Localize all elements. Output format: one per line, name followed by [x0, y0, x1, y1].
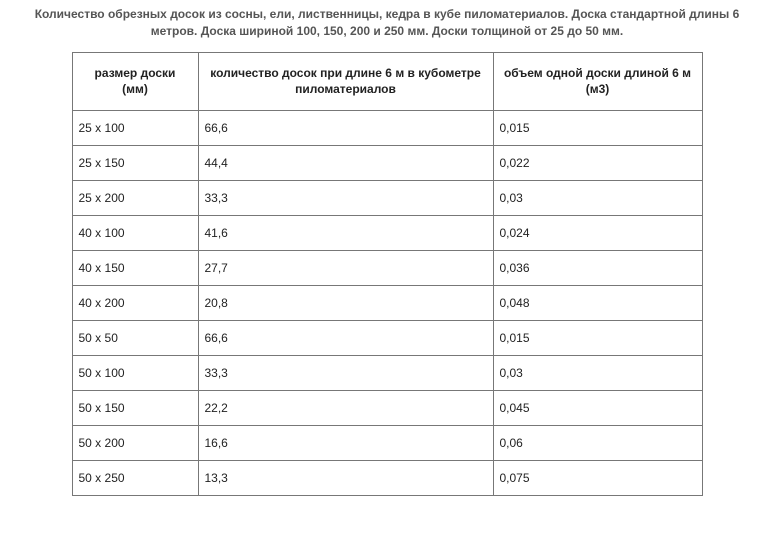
col-header-count: количество досок при длине 6 м в кубомет…: [198, 52, 493, 111]
cell-volume: 0,036: [493, 251, 702, 286]
lumber-table: размер доски (мм) количество досок при д…: [72, 52, 703, 497]
cell-count: 66,6: [198, 321, 493, 356]
table-caption: Количество обрезных досок из сосны, ели,…: [0, 0, 774, 52]
table-row: 50 х 100 33,3 0,03: [72, 356, 702, 391]
cell-size: 25 х 200: [72, 181, 198, 216]
table-body: 25 х 100 66,6 0,015 25 х 150 44,4 0,022 …: [72, 111, 702, 496]
cell-count: 13,3: [198, 461, 493, 496]
cell-volume: 0,048: [493, 286, 702, 321]
cell-count: 41,6: [198, 216, 493, 251]
table-row: 50 х 50 66,6 0,015: [72, 321, 702, 356]
cell-volume: 0,045: [493, 391, 702, 426]
cell-size: 50 х 200: [72, 426, 198, 461]
cell-size: 40 х 150: [72, 251, 198, 286]
cell-volume: 0,022: [493, 146, 702, 181]
cell-volume: 0,015: [493, 111, 702, 146]
cell-count: 66,6: [198, 111, 493, 146]
cell-size: 50 х 250: [72, 461, 198, 496]
cell-size: 40 х 200: [72, 286, 198, 321]
table-row: 40 х 100 41,6 0,024: [72, 216, 702, 251]
table-row: 25 х 150 44,4 0,022: [72, 146, 702, 181]
cell-count: 33,3: [198, 181, 493, 216]
table-header-row: размер доски (мм) количество досок при д…: [72, 52, 702, 111]
cell-count: 16,6: [198, 426, 493, 461]
table-row: 50 х 200 16,6 0,06: [72, 426, 702, 461]
table-row: 25 х 100 66,6 0,015: [72, 111, 702, 146]
table-row: 40 х 150 27,7 0,036: [72, 251, 702, 286]
table-row: 25 х 200 33,3 0,03: [72, 181, 702, 216]
cell-count: 33,3: [198, 356, 493, 391]
cell-size: 40 х 100: [72, 216, 198, 251]
cell-count: 27,7: [198, 251, 493, 286]
cell-volume: 0,03: [493, 181, 702, 216]
table-container: размер доски (мм) количество досок при д…: [0, 52, 774, 509]
col-header-size: размер доски (мм): [72, 52, 198, 111]
table-row: 50 х 250 13,3 0,075: [72, 461, 702, 496]
cell-size: 25 х 150: [72, 146, 198, 181]
cell-count: 20,8: [198, 286, 493, 321]
cell-size: 50 х 100: [72, 356, 198, 391]
table-row: 40 х 200 20,8 0,048: [72, 286, 702, 321]
cell-volume: 0,024: [493, 216, 702, 251]
cell-count: 44,4: [198, 146, 493, 181]
table-row: 50 х 150 22,2 0,045: [72, 391, 702, 426]
cell-volume: 0,075: [493, 461, 702, 496]
col-header-volume: объем одной доски длиной 6 м (м3): [493, 52, 702, 111]
cell-size: 25 х 100: [72, 111, 198, 146]
cell-volume: 0,015: [493, 321, 702, 356]
cell-size: 50 х 50: [72, 321, 198, 356]
cell-volume: 0,06: [493, 426, 702, 461]
cell-volume: 0,03: [493, 356, 702, 391]
cell-count: 22,2: [198, 391, 493, 426]
cell-size: 50 х 150: [72, 391, 198, 426]
